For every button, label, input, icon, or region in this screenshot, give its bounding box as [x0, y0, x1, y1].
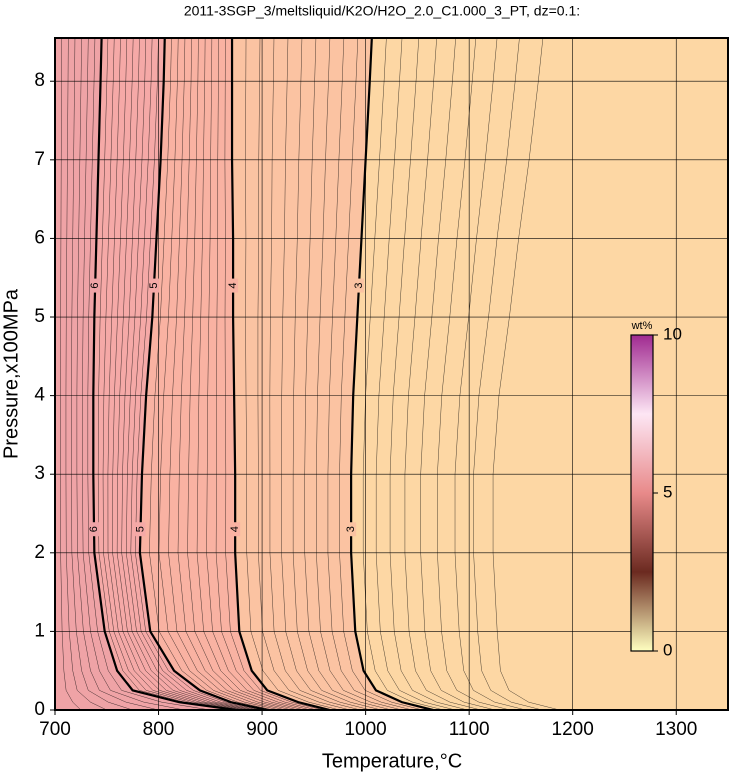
- colorbar-tick-label: 5: [663, 482, 672, 501]
- contour-line: [230, 38, 330, 710]
- contour-fill: [55, 38, 237, 710]
- contour-label: 5: [148, 283, 160, 289]
- contour-line: [92, 38, 237, 710]
- y-axis-label: Pressure,x100MPa: [0, 288, 22, 459]
- contour-label-bg: [228, 278, 239, 293]
- y-tick-label: 5: [34, 306, 45, 327]
- contour-label-bg: [135, 522, 146, 537]
- contour-label: 4: [229, 526, 241, 532]
- x-tick-label: 1200: [552, 719, 594, 740]
- contour-label: 6: [88, 526, 100, 532]
- colorbar-label: wt%: [631, 320, 653, 332]
- contour-label: 3: [353, 283, 365, 289]
- contour-label-bg: [89, 522, 100, 537]
- y-tick-label: 7: [34, 149, 45, 170]
- x-tick-label: 900: [246, 719, 278, 740]
- contour-line: [350, 38, 434, 710]
- colorbar-tick-label: 10: [663, 324, 682, 343]
- contour-label-bg: [353, 278, 364, 293]
- contour-label: 4: [227, 283, 239, 289]
- y-tick-label: 0: [34, 699, 45, 720]
- x-tick-label: 800: [143, 719, 175, 740]
- chart-title: 2011-3SGP_3/meltsliquid/K2O/H2O_2.0_C1.0…: [184, 3, 580, 19]
- contour-label: 5: [134, 526, 146, 532]
- contour-label-bg: [346, 522, 357, 537]
- x-tick-label: 1000: [344, 719, 386, 740]
- y-tick-label: 2: [34, 542, 45, 563]
- colorbar: [630, 334, 654, 652]
- contour-label: 6: [89, 283, 101, 289]
- axes: 700 800 900 1000 1100 1200 1300 0 1 2 3 4 5 6 7 8 wt% 0 5 1…: [34, 37, 729, 740]
- x-tick-label: 1300: [655, 719, 697, 740]
- contour-label-bg: [148, 278, 159, 293]
- y-tick-label: 1: [34, 620, 45, 641]
- y-tick-label: 8: [34, 70, 45, 91]
- plot-area: 6 6 5 5 4 4 3 3: [55, 38, 728, 710]
- y-tick-label: 6: [34, 227, 45, 248]
- colorbar-tick-label: 0: [663, 640, 672, 659]
- x-tick-label: 700: [39, 719, 71, 740]
- contour-line: [138, 38, 268, 710]
- y-tick-label: 3: [34, 463, 45, 484]
- contour-label: 3: [345, 526, 357, 532]
- contour-label-bg: [90, 278, 101, 293]
- y-tick-label: 4: [34, 385, 45, 406]
- x-tick-label: 1100: [449, 719, 490, 740]
- contour-label-bg: [230, 522, 241, 537]
- plot-frame: [54, 37, 729, 711]
- x-axis-label: Temperature,°C: [322, 750, 462, 772]
